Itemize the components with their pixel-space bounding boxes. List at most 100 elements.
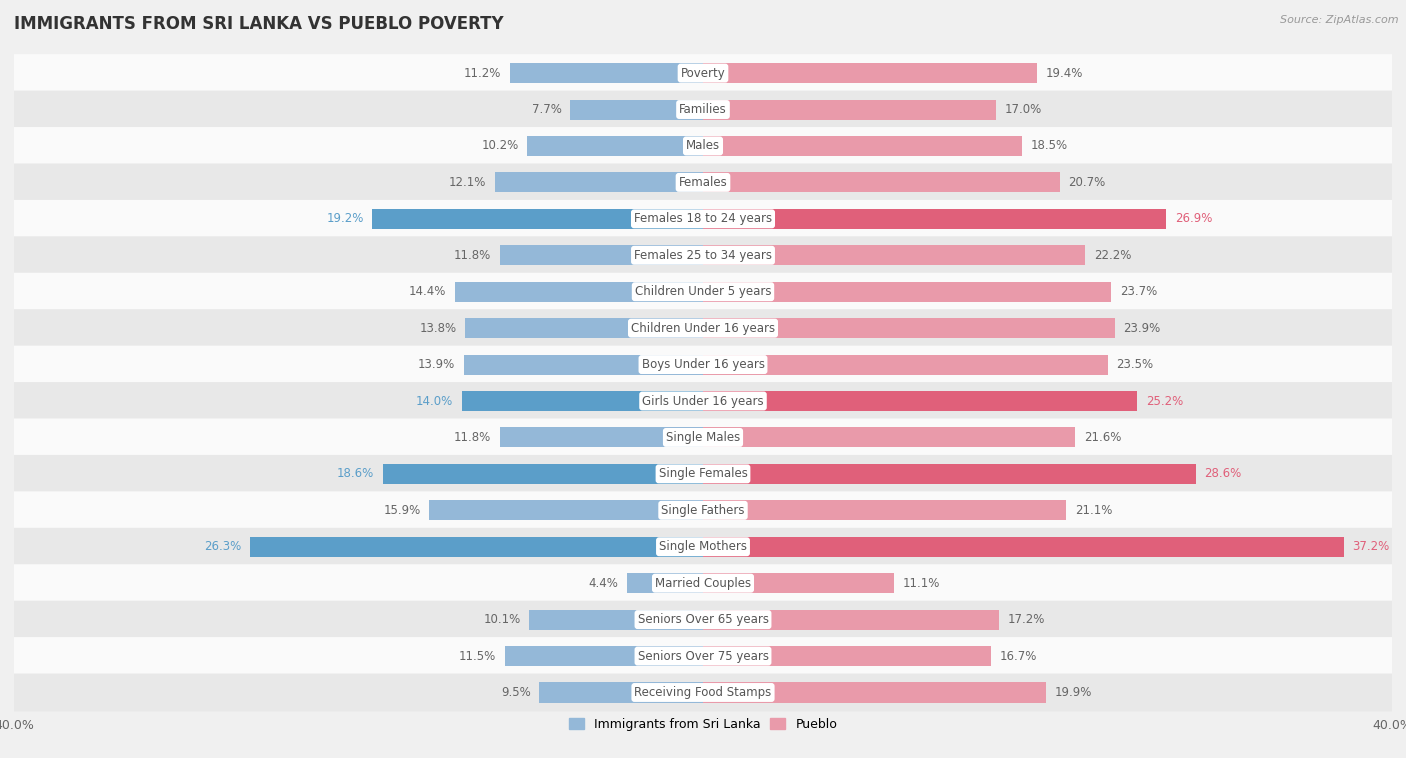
Text: 21.1%: 21.1% <box>1076 504 1112 517</box>
Text: 11.8%: 11.8% <box>454 431 491 444</box>
Text: Poverty: Poverty <box>681 67 725 80</box>
Text: Males: Males <box>686 139 720 152</box>
Text: Single Females: Single Females <box>658 468 748 481</box>
Bar <box>571 99 703 120</box>
Bar <box>495 172 703 193</box>
Text: Married Couples: Married Couples <box>655 577 751 590</box>
Text: 11.5%: 11.5% <box>460 650 496 662</box>
Text: 12.1%: 12.1% <box>449 176 486 189</box>
Text: 10.1%: 10.1% <box>484 613 520 626</box>
Text: Families: Families <box>679 103 727 116</box>
Bar <box>703 99 995 120</box>
Bar <box>429 500 703 520</box>
Text: 19.2%: 19.2% <box>326 212 364 225</box>
FancyBboxPatch shape <box>14 309 1392 347</box>
Text: 25.2%: 25.2% <box>1146 394 1182 408</box>
Text: 23.5%: 23.5% <box>1116 358 1153 371</box>
Text: 13.8%: 13.8% <box>419 321 457 334</box>
FancyBboxPatch shape <box>14 528 1392 565</box>
Bar <box>499 428 703 447</box>
Bar <box>465 318 703 338</box>
Text: 14.0%: 14.0% <box>416 394 453 408</box>
Bar <box>499 246 703 265</box>
Text: 17.2%: 17.2% <box>1008 613 1045 626</box>
Text: 14.4%: 14.4% <box>409 285 446 298</box>
Bar <box>382 464 703 484</box>
FancyBboxPatch shape <box>14 346 1392 384</box>
Text: 4.4%: 4.4% <box>589 577 619 590</box>
FancyBboxPatch shape <box>14 54 1392 92</box>
Text: Seniors Over 65 years: Seniors Over 65 years <box>637 613 769 626</box>
Text: Children Under 5 years: Children Under 5 years <box>634 285 772 298</box>
FancyBboxPatch shape <box>14 164 1392 202</box>
Bar <box>703 537 1344 557</box>
Text: 28.6%: 28.6% <box>1204 468 1241 481</box>
Text: 20.7%: 20.7% <box>1069 176 1105 189</box>
Text: Single Males: Single Males <box>666 431 740 444</box>
Bar <box>510 63 703 83</box>
Text: 18.5%: 18.5% <box>1031 139 1067 152</box>
FancyBboxPatch shape <box>14 236 1392 274</box>
Text: IMMIGRANTS FROM SRI LANKA VS PUEBLO POVERTY: IMMIGRANTS FROM SRI LANKA VS PUEBLO POVE… <box>14 15 503 33</box>
Text: 17.0%: 17.0% <box>1004 103 1042 116</box>
Text: Children Under 16 years: Children Under 16 years <box>631 321 775 334</box>
Bar <box>703 573 894 594</box>
Text: Receiving Food Stamps: Receiving Food Stamps <box>634 686 772 699</box>
Text: 21.6%: 21.6% <box>1084 431 1121 444</box>
Bar <box>703 646 991 666</box>
Bar <box>250 537 703 557</box>
Bar <box>456 282 703 302</box>
Text: 18.6%: 18.6% <box>337 468 374 481</box>
Bar <box>703 682 1046 703</box>
Text: 15.9%: 15.9% <box>384 504 420 517</box>
FancyBboxPatch shape <box>14 382 1392 420</box>
Legend: Immigrants from Sri Lanka, Pueblo: Immigrants from Sri Lanka, Pueblo <box>564 713 842 736</box>
FancyBboxPatch shape <box>14 674 1392 712</box>
Text: 11.1%: 11.1% <box>903 577 941 590</box>
Text: Females 18 to 24 years: Females 18 to 24 years <box>634 212 772 225</box>
Text: Boys Under 16 years: Boys Under 16 years <box>641 358 765 371</box>
FancyBboxPatch shape <box>14 273 1392 311</box>
Text: 26.3%: 26.3% <box>204 540 242 553</box>
Text: Single Fathers: Single Fathers <box>661 504 745 517</box>
Text: Source: ZipAtlas.com: Source: ZipAtlas.com <box>1281 15 1399 25</box>
Bar <box>703 391 1137 411</box>
FancyBboxPatch shape <box>14 91 1392 128</box>
Text: 23.9%: 23.9% <box>1123 321 1160 334</box>
Text: 11.8%: 11.8% <box>454 249 491 262</box>
Bar <box>464 355 703 374</box>
Bar <box>703 172 1060 193</box>
Bar <box>703 428 1076 447</box>
Text: Single Mothers: Single Mothers <box>659 540 747 553</box>
Text: 13.9%: 13.9% <box>418 358 456 371</box>
FancyBboxPatch shape <box>14 455 1392 493</box>
Text: 11.2%: 11.2% <box>464 67 502 80</box>
Text: 26.9%: 26.9% <box>1175 212 1212 225</box>
Text: Girls Under 16 years: Girls Under 16 years <box>643 394 763 408</box>
Bar <box>527 136 703 156</box>
FancyBboxPatch shape <box>14 418 1392 456</box>
Text: Females: Females <box>679 176 727 189</box>
FancyBboxPatch shape <box>14 200 1392 238</box>
Text: 19.4%: 19.4% <box>1046 67 1083 80</box>
Text: 7.7%: 7.7% <box>531 103 562 116</box>
Bar <box>703 609 1000 630</box>
FancyBboxPatch shape <box>14 127 1392 165</box>
FancyBboxPatch shape <box>14 637 1392 675</box>
Bar <box>703 63 1038 83</box>
Text: 16.7%: 16.7% <box>1000 650 1036 662</box>
Bar <box>529 609 703 630</box>
Bar <box>703 246 1085 265</box>
Bar <box>627 573 703 594</box>
Bar <box>461 391 703 411</box>
Bar <box>703 464 1195 484</box>
FancyBboxPatch shape <box>14 491 1392 529</box>
Bar <box>505 646 703 666</box>
FancyBboxPatch shape <box>14 600 1392 638</box>
Text: 9.5%: 9.5% <box>501 686 531 699</box>
Bar <box>703 500 1066 520</box>
Bar <box>703 282 1111 302</box>
Bar <box>703 318 1115 338</box>
Text: 19.9%: 19.9% <box>1054 686 1091 699</box>
Text: Seniors Over 75 years: Seniors Over 75 years <box>637 650 769 662</box>
